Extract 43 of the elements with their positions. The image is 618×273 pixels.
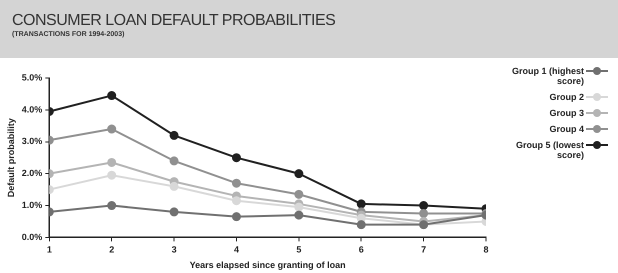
legend-label: Group 4 (549, 124, 584, 134)
point (232, 153, 241, 162)
legend-label: Group 1 (highest score) (511, 66, 584, 86)
point (232, 212, 241, 222)
point (170, 207, 179, 216)
point (107, 158, 116, 167)
point (356, 199, 366, 208)
y-tick-label: 0.0% (22, 232, 42, 242)
point (170, 182, 179, 191)
x-tick-label: 7 (421, 244, 426, 254)
legend-label: Group 5 (lowest score) (514, 140, 584, 160)
point (294, 190, 304, 199)
x-tick-label: 5 (296, 244, 302, 254)
y-axis-title: Default probability (6, 118, 16, 198)
y-tick-label: 2.0% (22, 168, 42, 178)
x-tick-label: 1 (46, 244, 52, 254)
point (232, 178, 241, 188)
legend-label: Group 2 (549, 92, 584, 102)
point (294, 210, 304, 220)
y-tick-label: 3.0% (22, 136, 42, 146)
point (107, 124, 116, 134)
x-tick-label: 6 (358, 244, 364, 254)
legend-label: Group 3 (549, 108, 584, 118)
point (356, 220, 366, 230)
point (107, 201, 116, 210)
point (294, 169, 304, 178)
point (170, 156, 179, 166)
point (232, 196, 241, 206)
y-tick-label: 4.0% (22, 104, 42, 114)
y-tick-label: 1.0% (22, 200, 42, 210)
x-tick-label: 8 (483, 244, 489, 254)
point (107, 170, 116, 180)
x-tick-label: 3 (172, 244, 177, 254)
x-tick-label: 2 (109, 244, 114, 254)
point (294, 202, 304, 212)
y-tick-label: 5.0% (22, 72, 42, 82)
point (419, 201, 428, 210)
point (170, 130, 179, 140)
point (107, 91, 116, 100)
chart-title: CONSUMER LOAN DEFAULT PROBABILITIES (12, 12, 336, 30)
x-tick-label: 4 (234, 244, 239, 254)
point (419, 208, 428, 218)
x-axis-title: Years elapsed since granting of loan (190, 260, 346, 270)
